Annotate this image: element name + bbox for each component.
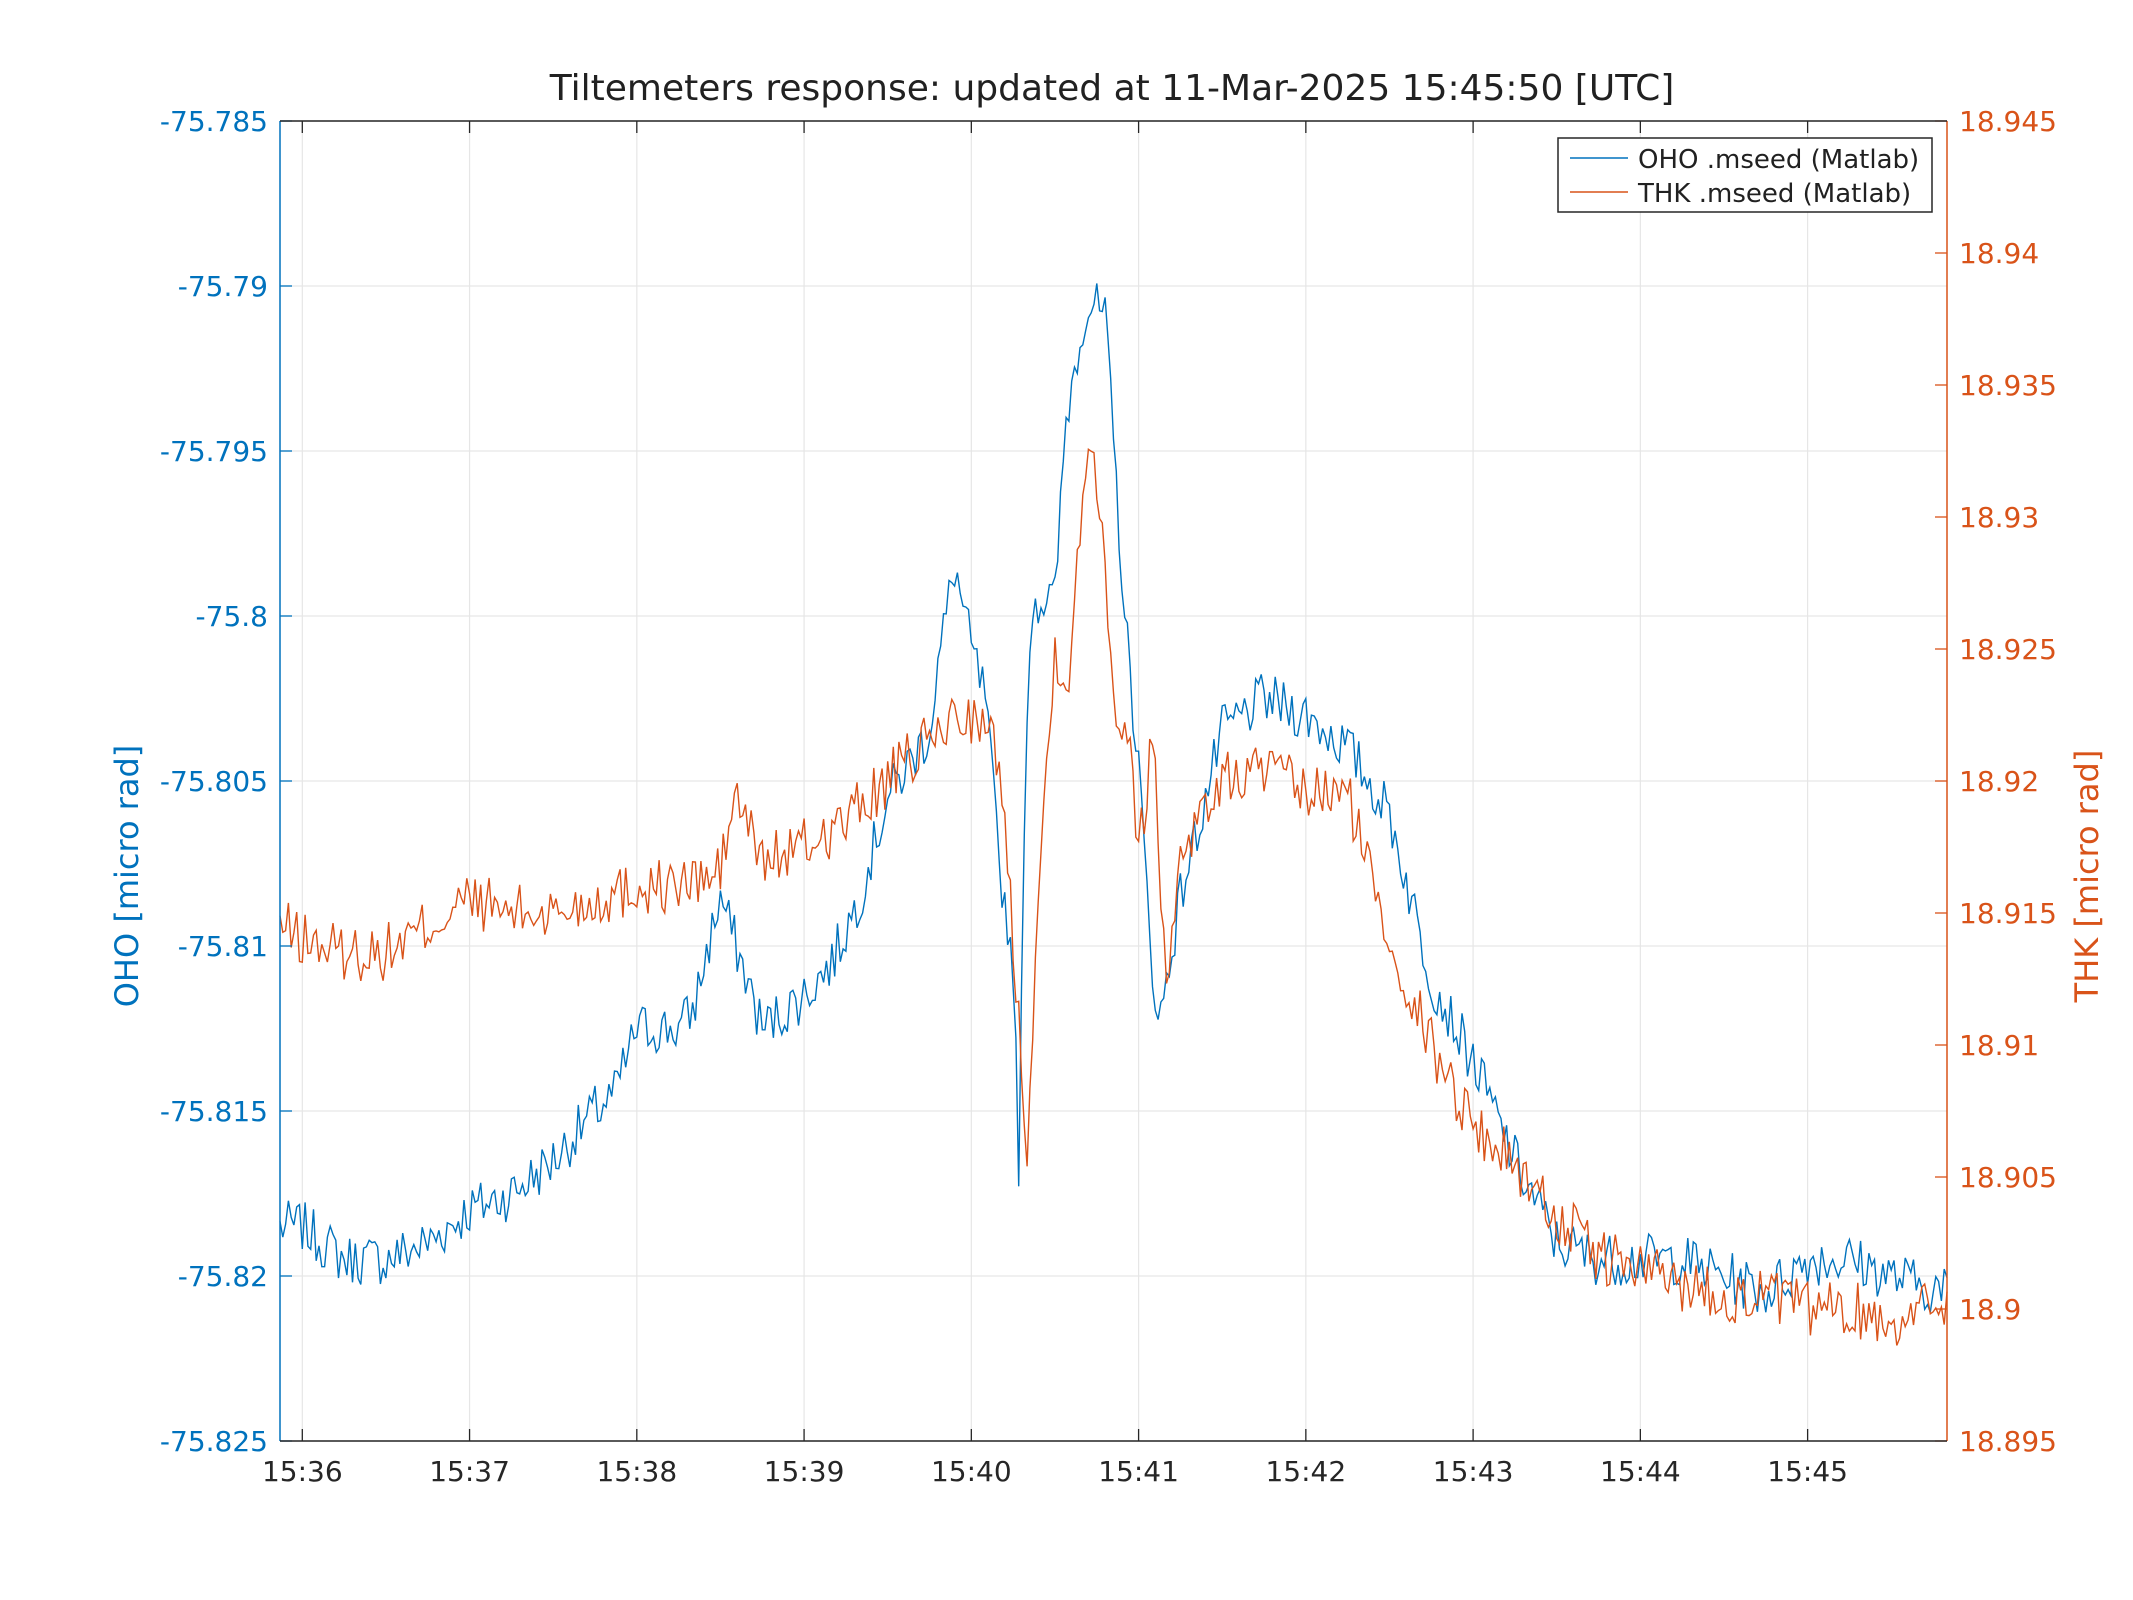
legend-label-thk: THK .mseed (Matlab) — [1637, 179, 1911, 209]
y-left-tick-label: -75.795 — [160, 435, 268, 468]
legend-box — [1557, 137, 1933, 213]
x-tick-label: 15:39 — [764, 1455, 845, 1488]
y-left-tick-label: -75.81 — [178, 930, 268, 963]
x-tick-label: 15:41 — [1098, 1455, 1179, 1488]
y-left-tick-label: -75.805 — [160, 765, 268, 798]
y-right-tick-label: 18.93 — [1959, 501, 2039, 534]
legend: OHO .mseed (Matlab) THK .mseed (Matlab) — [1557, 137, 1933, 213]
grid-lines — [280, 120, 1947, 1442]
series-line-thk — [279, 448, 1948, 1346]
x-tick-label: 15:43 — [1433, 1455, 1514, 1488]
x-tick-label: 15:45 — [1767, 1455, 1848, 1488]
y-axis-right-label: THK [micro rad] — [2068, 750, 2106, 1004]
y-right-tick-label: 18.9 — [1959, 1293, 2021, 1326]
x-tick-label: 15:42 — [1265, 1455, 1346, 1488]
y-left-tick-label: -75.785 — [160, 105, 268, 138]
y-left-tick-label: -75.82 — [178, 1260, 268, 1293]
y-axis-left-label: OHO [micro rad] — [108, 745, 146, 1008]
y-right-tick-label: 18.92 — [1959, 765, 2039, 798]
y-right-tick-label: 18.925 — [1959, 633, 2057, 666]
x-tick-label: 15:36 — [262, 1455, 343, 1488]
y-left-tick-label: -75.825 — [160, 1425, 268, 1458]
series-layer — [279, 283, 1948, 1346]
y-left-tick-label: -75.8 — [196, 600, 268, 633]
y-right-tick-label: 18.915 — [1959, 897, 2057, 930]
y-left-tick-label: -75.815 — [160, 1095, 268, 1128]
y-right-tick-label: 18.94 — [1959, 237, 2039, 270]
x-tick-label: 15:44 — [1600, 1455, 1681, 1488]
x-tick-label: 15:37 — [429, 1455, 510, 1488]
chart-title: Tiltemeters response: updated at 11-Mar-… — [549, 68, 1675, 109]
y-right-tick-label: 18.905 — [1959, 1161, 2057, 1194]
y-right-tick-label: 18.91 — [1959, 1029, 2039, 1062]
axes: 15:36 15:37 15:38 15:39 15:40 15:41 15:42 15:43… — [160, 105, 2057, 1488]
y-right-tick-label: 18.945 — [1959, 105, 2057, 138]
y-right-tick-label: 18.935 — [1959, 369, 2057, 402]
x-tick-label: 15:38 — [596, 1455, 677, 1488]
x-tick-label: 15:40 — [931, 1455, 1012, 1488]
y-left-tick-label: -75.79 — [178, 270, 268, 303]
series-line-oho — [279, 283, 1948, 1313]
y-right-tick-label: 18.895 — [1959, 1425, 2057, 1458]
legend-label-oho: OHO .mseed (Matlab) — [1638, 145, 1919, 175]
